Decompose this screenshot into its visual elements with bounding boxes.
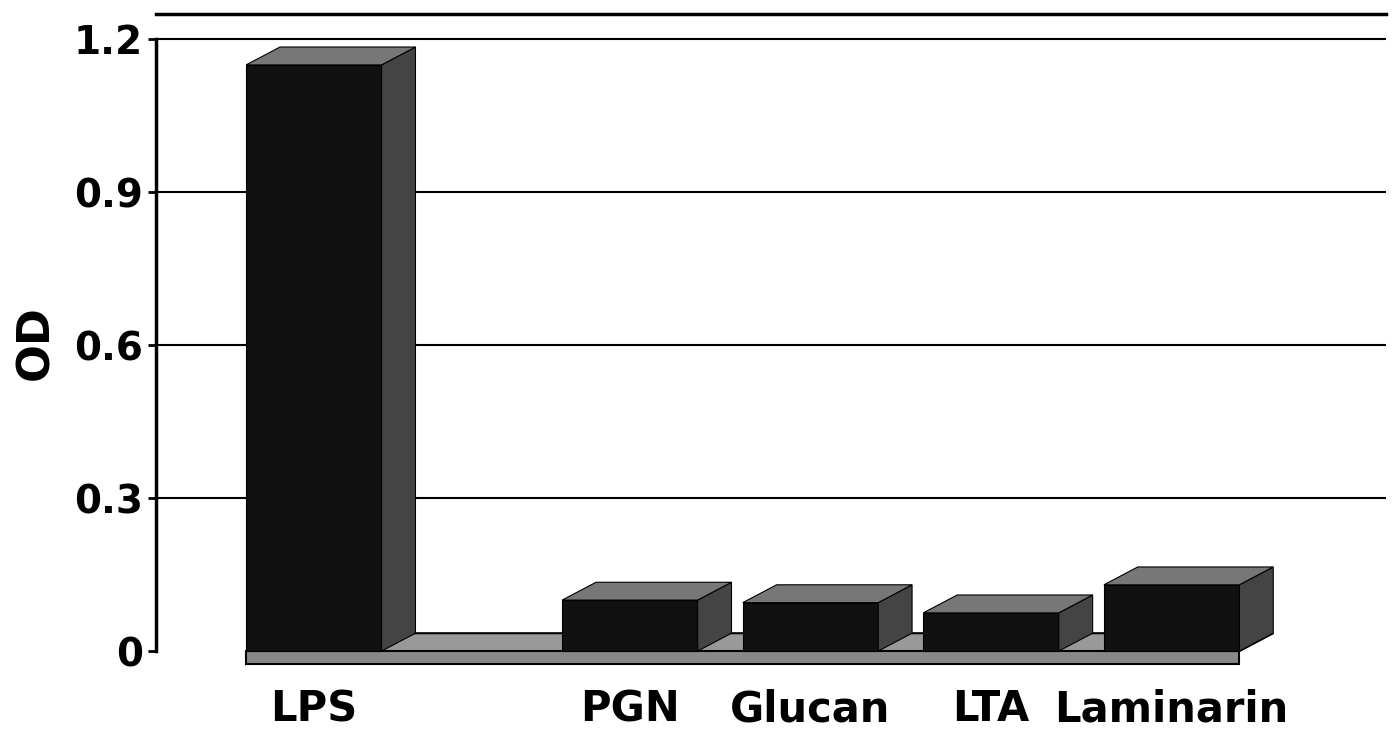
Polygon shape	[382, 47, 416, 651]
Polygon shape	[563, 600, 697, 651]
Polygon shape	[246, 65, 382, 651]
Polygon shape	[743, 585, 911, 603]
Polygon shape	[1105, 585, 1239, 651]
Polygon shape	[878, 585, 911, 651]
Polygon shape	[1239, 567, 1273, 651]
Polygon shape	[1058, 595, 1092, 651]
Polygon shape	[924, 613, 1058, 651]
Polygon shape	[563, 583, 731, 600]
Polygon shape	[246, 47, 416, 65]
Polygon shape	[697, 583, 731, 651]
Polygon shape	[743, 603, 878, 651]
Polygon shape	[1105, 567, 1273, 585]
Polygon shape	[246, 633, 1273, 664]
Y-axis label: OD: OD	[14, 305, 57, 380]
Polygon shape	[246, 651, 1239, 664]
Polygon shape	[924, 595, 1092, 613]
